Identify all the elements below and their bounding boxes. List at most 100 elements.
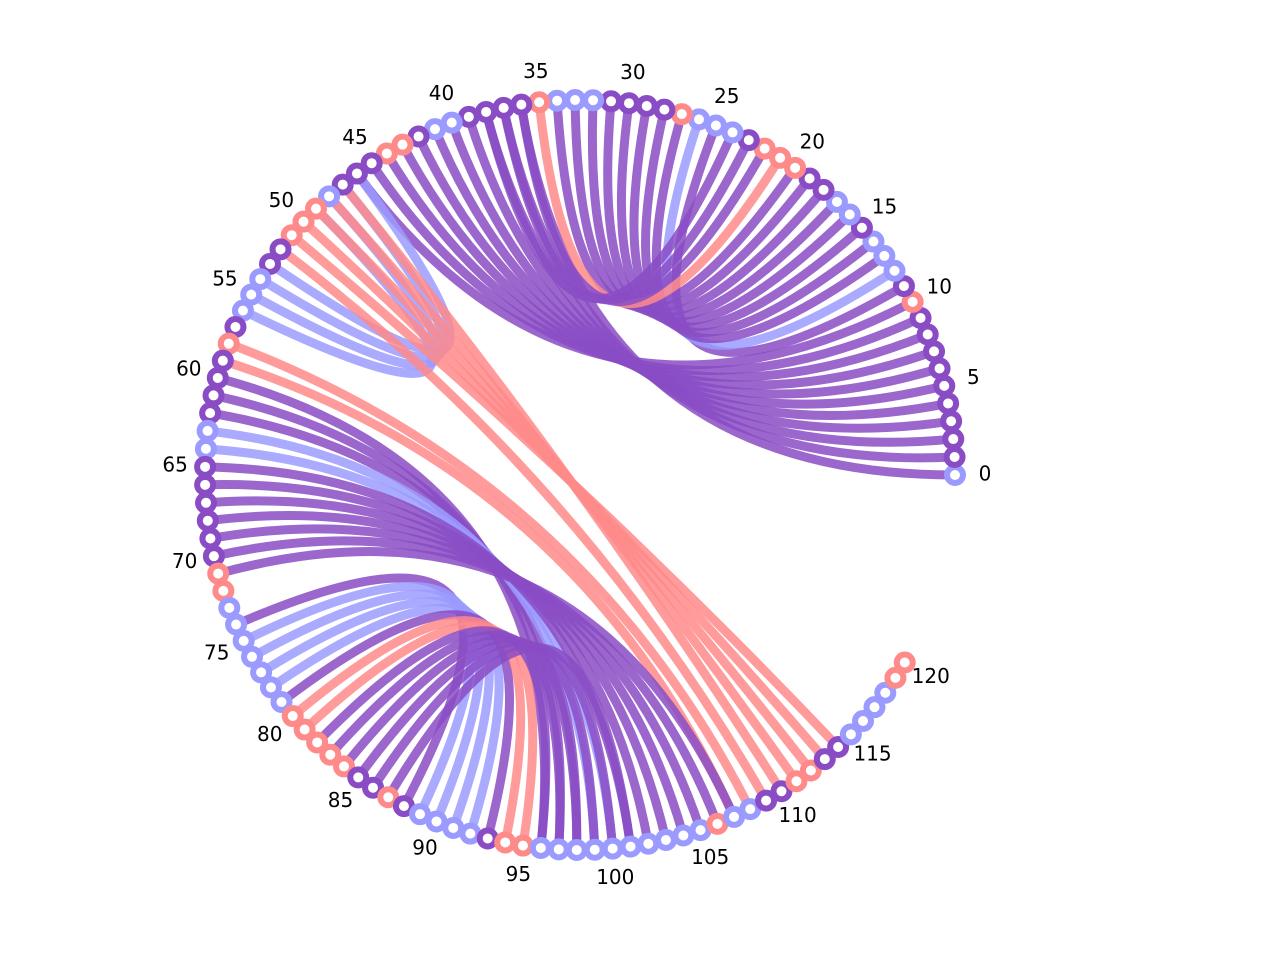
link-87-101 — [383, 643, 636, 852]
tick-label-50: 50 — [269, 188, 294, 212]
tick-label-110: 110 — [779, 803, 817, 827]
node-87 — [377, 786, 400, 809]
node-26 — [687, 108, 710, 131]
node-25 — [704, 114, 727, 137]
node-106 — [706, 812, 729, 835]
tick-label-10: 10 — [927, 274, 952, 298]
tick-label-15: 15 — [872, 194, 897, 218]
tick-label-80: 80 — [257, 722, 282, 746]
node-116 — [852, 710, 875, 733]
node-93 — [476, 827, 499, 850]
node-60 — [206, 366, 229, 389]
node-74 — [225, 613, 248, 636]
link-10-46 — [352, 169, 918, 370]
node-53 — [259, 252, 282, 275]
node-89 — [409, 803, 432, 826]
node-80 — [281, 705, 304, 728]
node-70 — [202, 545, 225, 568]
links-layer — [200, 95, 960, 855]
node-118 — [874, 681, 897, 704]
link-51-114 — [287, 230, 843, 752]
node-66 — [194, 473, 217, 496]
node-27 — [670, 103, 693, 126]
node-55 — [240, 283, 263, 306]
tick-label-90: 90 — [412, 836, 437, 860]
node-18 — [812, 178, 835, 201]
tick-label-120: 120 — [912, 664, 950, 688]
node-117 — [863, 696, 886, 719]
node-115 — [839, 723, 862, 746]
node-81 — [293, 718, 316, 741]
node-103 — [654, 829, 677, 852]
node-13 — [873, 244, 896, 267]
node-24 — [721, 121, 744, 144]
node-43 — [391, 133, 414, 156]
node-104 — [672, 824, 695, 847]
node-54 — [249, 268, 272, 291]
node-79 — [270, 690, 293, 713]
node-6 — [928, 357, 951, 380]
tick-label-105: 105 — [691, 845, 729, 869]
node-35 — [528, 91, 551, 114]
tick-label-25: 25 — [714, 84, 739, 108]
node-101 — [619, 835, 642, 858]
tick-labels-layer: 0 5 10 15 20 25 30 35 40 45 50 55 60 65 70 75 80 85 90 95 10… — [162, 59, 991, 889]
node-86 — [362, 776, 385, 799]
link-52-109 — [276, 244, 771, 806]
node-32 — [582, 89, 605, 112]
node-119 — [884, 666, 907, 689]
node-37 — [492, 96, 515, 119]
node-108 — [739, 798, 762, 821]
node-58 — [217, 332, 240, 355]
node-73 — [218, 596, 241, 619]
node-51 — [280, 224, 303, 247]
node-113 — [813, 748, 836, 771]
tick-label-45: 45 — [342, 125, 367, 149]
node-14 — [862, 230, 885, 253]
node-5 — [933, 374, 956, 397]
node-41 — [423, 118, 446, 141]
node-3 — [940, 410, 963, 433]
node-111 — [785, 770, 808, 793]
node-46 — [345, 162, 368, 185]
node-15 — [850, 216, 873, 239]
node-8 — [916, 323, 939, 346]
node-47 — [331, 173, 354, 196]
tick-label-0: 0 — [979, 462, 992, 486]
node-92 — [459, 822, 482, 845]
node-71 — [207, 562, 230, 585]
node-75 — [232, 629, 255, 652]
node-105 — [689, 819, 712, 842]
node-45 — [360, 152, 383, 175]
node-44 — [375, 142, 398, 165]
node-96 — [529, 836, 552, 859]
tick-label-55: 55 — [212, 267, 237, 291]
node-9 — [909, 307, 932, 330]
tick-label-115: 115 — [853, 742, 891, 766]
node-114 — [827, 736, 850, 759]
node-12 — [883, 259, 906, 282]
node-11 — [892, 275, 915, 298]
node-16 — [838, 203, 861, 226]
tick-label-30: 30 — [620, 60, 645, 84]
node-68 — [196, 509, 219, 532]
node-72 — [212, 579, 235, 602]
node-67 — [195, 491, 218, 514]
node-38 — [475, 100, 498, 123]
node-94 — [494, 831, 517, 854]
node-83 — [319, 743, 342, 766]
node-84 — [333, 755, 356, 778]
node-85 — [347, 766, 370, 789]
node-1 — [943, 446, 966, 469]
node-107 — [723, 805, 746, 828]
node-7 — [923, 340, 946, 363]
node-33 — [564, 89, 587, 112]
node-34 — [546, 89, 569, 112]
node-63 — [196, 419, 219, 442]
tick-label-100: 100 — [596, 865, 634, 889]
link-24-38 — [481, 107, 738, 304]
nodes-layer — [194, 89, 966, 861]
link-71-107 — [213, 547, 739, 822]
